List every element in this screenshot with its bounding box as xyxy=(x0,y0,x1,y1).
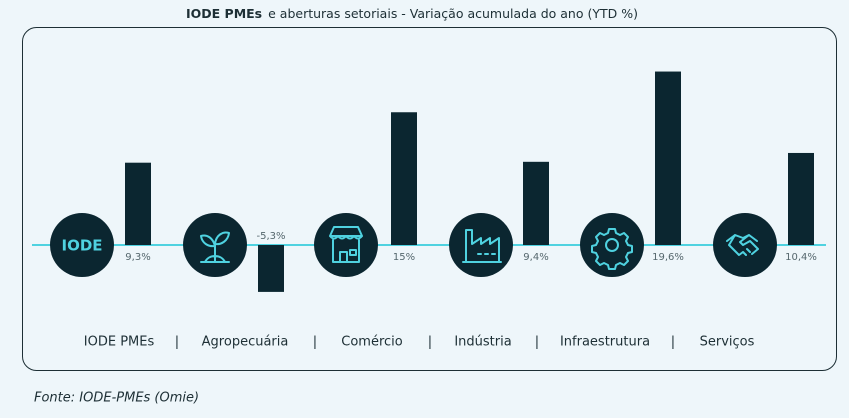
category-label: Infraestrutura xyxy=(560,335,650,350)
separators: | | | | | xyxy=(175,335,675,350)
badge-text: IODE xyxy=(61,237,102,255)
icon-handshake xyxy=(726,234,759,256)
value-label: 19,6% xyxy=(652,252,684,263)
title-bold: IODE PMEs xyxy=(186,6,262,21)
category-label: Comércio xyxy=(341,335,403,350)
category-label: Indústria xyxy=(454,335,511,350)
separator: | xyxy=(175,335,179,350)
chart-title: IODE PMEs e aberturas setoriais - Variaçã… xyxy=(186,6,638,21)
icon-plant xyxy=(200,231,230,263)
separator: | xyxy=(313,335,317,350)
value-label: 10,4% xyxy=(785,252,817,263)
icon-factory xyxy=(462,229,502,263)
icon-circle xyxy=(580,213,644,277)
separator: | xyxy=(428,335,432,350)
category-label: IODE PMEs xyxy=(84,335,155,350)
bar xyxy=(391,112,417,245)
value-label: -5,3% xyxy=(256,231,285,242)
icons: IODE xyxy=(50,213,777,277)
value-label: 15% xyxy=(393,252,415,263)
icon-circle xyxy=(314,213,378,277)
bar xyxy=(523,161,549,245)
category-label: Serviços xyxy=(700,335,755,350)
bar xyxy=(258,245,284,292)
separator: | xyxy=(535,335,539,350)
bar xyxy=(788,152,814,245)
category-label: Agropecuária xyxy=(202,335,289,350)
bar xyxy=(125,162,151,245)
icon-gear-hub xyxy=(605,238,619,252)
chart-frame xyxy=(22,27,837,371)
icon-store xyxy=(329,226,363,263)
value-label: 9,4% xyxy=(523,252,548,263)
value-label: 9,3% xyxy=(125,252,150,263)
separator: | xyxy=(671,335,675,350)
icon-circle xyxy=(50,213,114,277)
icon-gear xyxy=(591,228,633,270)
title-rest: e aberturas setoriais - Variação acumula… xyxy=(268,6,638,21)
source: Fonte: IODE-PMEs (Omie) xyxy=(34,391,199,406)
bar xyxy=(655,71,681,245)
